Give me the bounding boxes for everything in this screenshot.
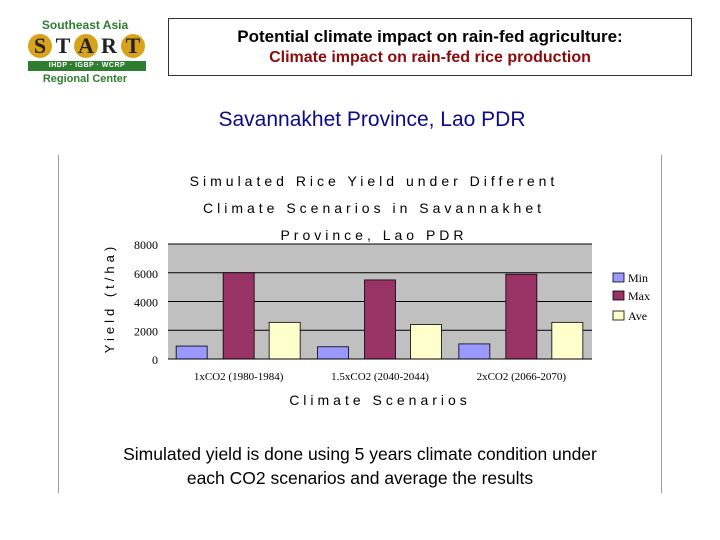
legend-swatch-max [612, 290, 625, 301]
start-logo: Southeast Asia S T A R T IHDP · IGBP · W… [20, 18, 150, 90]
logo-programs: IHDP · IGBP · WCRP [28, 61, 146, 71]
logo-letter: R [101, 33, 117, 58]
bar-max [222, 272, 255, 360]
bar-min [317, 346, 349, 360]
x-tick-label: 1xCO2 (1980-1984) [194, 371, 284, 383]
chart-title-line: Climate Scenarios in Savannakhet [203, 200, 545, 216]
legend-label-max: Max [628, 289, 650, 303]
logo-ring-icon [28, 34, 52, 58]
slide-subtitle: Savannakhet Province, Lao PDR [218, 108, 526, 131]
y-tick-label: 8000 [134, 238, 158, 252]
logo-letter: S [33, 33, 47, 58]
legend-label-min: Min [628, 271, 648, 285]
bar-min [458, 343, 491, 360]
y-axis-label: Yield (t/ha) [102, 243, 117, 353]
logo-ring-icon [121, 34, 145, 58]
caption-line1: Simulated yield is done using 5 years cl… [123, 444, 597, 464]
bar-ave [410, 324, 442, 360]
y-tick-label: 6000 [134, 267, 158, 281]
legend-swatch-ave [612, 310, 625, 321]
divider-right [661, 155, 662, 493]
y-tick-label: 0 [152, 353, 158, 367]
x-tick-label: 1.5xCO2 (2040-2044) [331, 371, 429, 383]
chart-title-line: Simulated Rice Yield under Different [190, 173, 559, 189]
bar-ave [551, 321, 584, 360]
legend-label-ave: Ave [628, 309, 647, 323]
logo-letter: T [55, 33, 71, 58]
caption-line2: each CO2 scenarios and average the resul… [186, 468, 534, 488]
bar-max [505, 273, 538, 360]
divider-left [58, 155, 59, 493]
logo-ring-icon [74, 34, 98, 58]
y-tick-label: 2000 [134, 324, 158, 338]
header-title: Potential climate impact on rain-fed agr… [237, 27, 623, 46]
logo-bottom-text: Regional Center [42, 73, 128, 85]
bar-max [364, 279, 396, 360]
x-tick-label: 2xCO2 (2066-2070) [477, 371, 567, 383]
logo-start-letters: S T A R T [28, 34, 146, 60]
caption: Simulated yield is done using 5 years cl… [60, 442, 660, 490]
logo-letter: T [125, 33, 141, 58]
logo-letter: A [78, 33, 94, 58]
bar-min [175, 345, 208, 360]
header-subtitle: Climate impact on rain-fed rice producti… [269, 49, 591, 66]
legend-swatch-min [612, 272, 625, 283]
header-box: Potential climate impact on rain-fed agr… [168, 18, 692, 76]
logo-top-text: Southeast Asia [41, 18, 129, 32]
x-axis-label: Climate Scenarios [289, 392, 471, 408]
y-tick-label: 4000 [134, 296, 158, 310]
chart-title-line: Province, Lao PDR [280, 227, 467, 243]
bar-ave [268, 321, 301, 360]
